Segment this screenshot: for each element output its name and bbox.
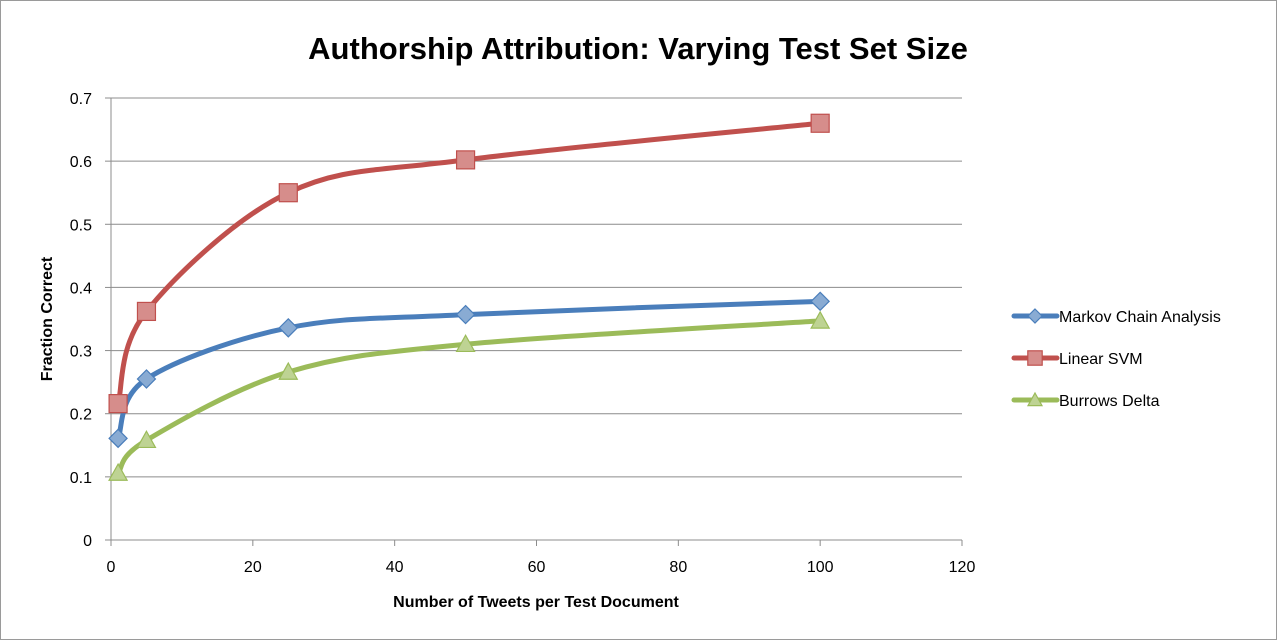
series-line: [115, 120, 823, 407]
data-point: [278, 183, 298, 203]
data-point: [278, 361, 299, 380]
x-tick-label: 0: [107, 559, 116, 576]
y-tick-label: 0.4: [70, 280, 92, 297]
y-tick-label: 0.6: [70, 154, 92, 171]
data-point: [810, 113, 830, 133]
data-point: [810, 291, 831, 312]
y-tick-label: 0.3: [70, 344, 92, 361]
x-tick-label: 20: [244, 559, 262, 576]
x-tick-label: 80: [669, 559, 687, 576]
data-point: [278, 317, 299, 338]
y-tick-label: 0: [83, 533, 92, 550]
legend: Markov Chain Analysis Linear SVM Burrows D…: [1011, 308, 1221, 410]
data-point: [455, 150, 476, 170]
chart-title: Authorship Attribution: Varying Test Set…: [308, 31, 968, 66]
legend-label: Linear SVM: [1059, 351, 1143, 368]
series-markov-chain-analysis: [108, 291, 831, 449]
data-point: [108, 462, 129, 481]
y-tick-label: 0.2: [70, 407, 92, 424]
x-tick-labels: 0 20 40 60 80 100 120: [107, 559, 976, 576]
data-point: [108, 428, 128, 449]
series-group: [108, 113, 831, 481]
series-line: [115, 298, 823, 441]
data-point: [136, 429, 157, 449]
series-burrows-delta: [108, 310, 831, 481]
legend-marker: [1027, 308, 1043, 324]
x-tick-label: 100: [807, 559, 834, 576]
legend-marker: [1027, 350, 1043, 366]
x-tick-label: 120: [949, 559, 976, 576]
axes: [105, 97, 963, 546]
data-point: [136, 369, 157, 389]
x-tick-label: 40: [386, 559, 404, 576]
y-tick-label: 0.7: [70, 91, 92, 108]
y-axis-label: Fraction Correct: [39, 256, 56, 381]
data-point: [810, 310, 831, 329]
legend-label: Markov Chain Analysis: [1059, 309, 1221, 326]
legend-label: Burrows Delta: [1059, 393, 1160, 410]
y-tick-label: 0.1: [70, 470, 92, 487]
y-tick-labels: 0 0.1 0.2 0.3 0.4 0.5 0.6 0.7: [70, 91, 92, 550]
data-point: [455, 334, 476, 353]
data-point: [455, 304, 476, 325]
data-point: [108, 394, 128, 414]
series-linear-svm: [108, 113, 830, 414]
legend-marker: [1026, 391, 1044, 407]
data-point: [136, 301, 157, 322]
x-axis-label: Number of Tweets per Test Document: [393, 594, 679, 611]
grid-lines: [111, 97, 962, 478]
y-tick-label: 0.5: [70, 217, 92, 234]
x-tick-label: 60: [528, 559, 546, 576]
